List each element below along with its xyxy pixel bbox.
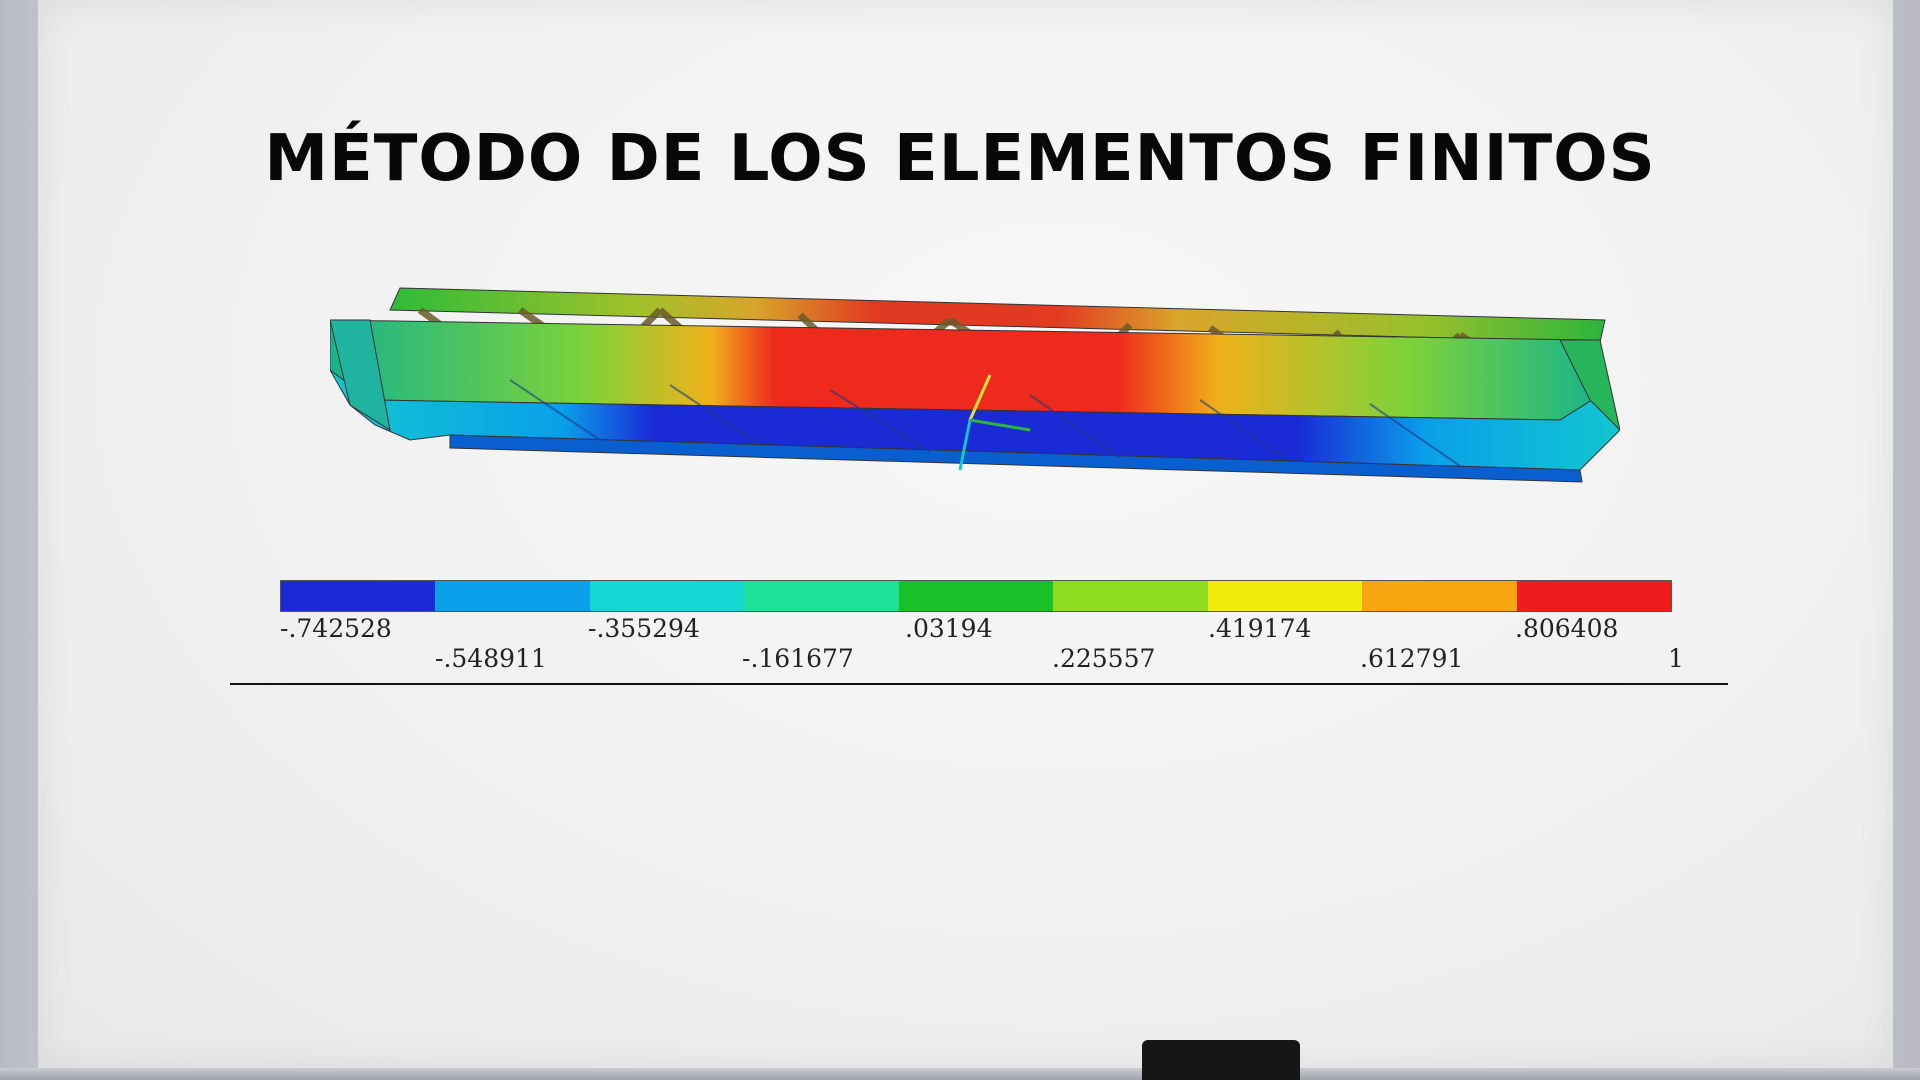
legend-value: .419174 (1208, 614, 1312, 643)
legend-value: 1 (1668, 644, 1684, 673)
legend-value: -.548911 (435, 644, 547, 673)
color-scale-bar (280, 580, 1672, 612)
legend-value: .225557 (1052, 644, 1156, 673)
legend-value: -.355294 (588, 614, 700, 643)
legend-value: -.742528 (280, 614, 392, 643)
color-scale-segment (589, 581, 745, 611)
color-scale-segment (1207, 581, 1363, 611)
whiteboard-surface (38, 0, 1893, 1068)
fem-beam-model (330, 287, 1620, 483)
color-scale-segment (1053, 581, 1208, 611)
color-scale-segment (744, 581, 899, 611)
color-scale-segment (898, 581, 1054, 611)
eraser (1142, 1040, 1300, 1080)
color-scale-segment (281, 581, 436, 611)
legend-value: .03194 (905, 614, 993, 643)
color-scale-segment (1362, 581, 1517, 611)
legend-value: .612791 (1360, 644, 1464, 673)
legend-value: .806408 (1515, 614, 1619, 643)
color-scale-segment (435, 581, 590, 611)
page-title: MÉTODO DE LOS ELEMENTOS FINITOS (264, 122, 1656, 196)
whiteboard-tray (0, 1068, 1920, 1080)
divider-line (230, 683, 1728, 685)
legend-value: -.161677 (742, 644, 854, 673)
color-scale-segment (1516, 581, 1671, 611)
